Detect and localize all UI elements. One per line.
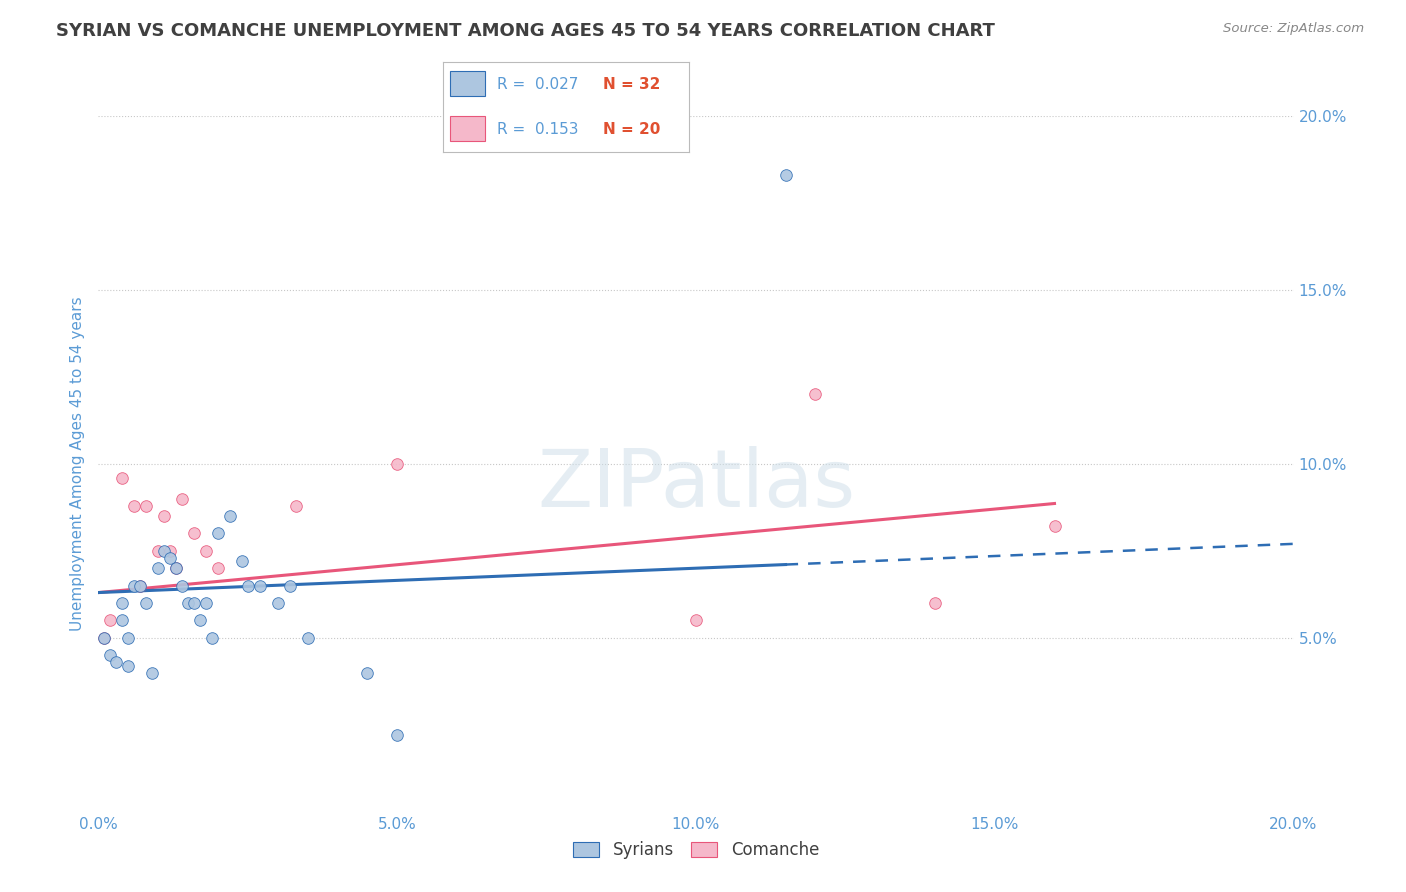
Point (100, 648, 122, 662)
Point (93, 631, 115, 645)
Point (267, 596, 290, 610)
Text: ZIPatlas: ZIPatlas (537, 446, 855, 524)
Text: SYRIAN VS COMANCHE UNEMPLOYMENT AMONG AGES 45 TO 54 YEARS CORRELATION CHART: SYRIAN VS COMANCHE UNEMPLOYMENT AMONG AG… (56, 22, 995, 40)
Point (111, 596, 134, 610)
Point (385, 457, 409, 471)
Point (153, 543, 176, 558)
Point (111, 471, 134, 485)
Point (685, 614, 707, 628)
Point (135, 499, 157, 513)
Point (177, 596, 200, 610)
Point (117, 658, 139, 673)
Point (207, 526, 229, 541)
Point (172, 491, 194, 506)
Point (201, 631, 224, 645)
Point (297, 631, 319, 645)
FancyBboxPatch shape (450, 71, 485, 96)
Text: R =  0.153: R = 0.153 (498, 122, 578, 136)
Point (183, 596, 205, 610)
Text: N = 32: N = 32 (603, 78, 661, 92)
Point (195, 596, 218, 610)
Text: N = 20: N = 20 (603, 122, 661, 136)
FancyBboxPatch shape (450, 116, 485, 141)
Point (207, 561, 229, 575)
Text: R =  0.027: R = 0.027 (498, 78, 578, 92)
Point (278, 578, 301, 592)
Point (172, 578, 194, 592)
Point (165, 561, 187, 575)
Point (124, 499, 146, 513)
Point (183, 526, 205, 541)
Point (1043, 519, 1066, 533)
Point (153, 508, 176, 523)
Point (129, 578, 152, 592)
Point (111, 614, 134, 628)
Point (219, 508, 242, 523)
Point (249, 578, 271, 592)
Point (284, 499, 307, 513)
Point (159, 550, 181, 565)
Point (117, 631, 139, 645)
Point (159, 543, 181, 558)
Point (804, 387, 827, 401)
Legend: Syrians, Comanche: Syrians, Comanche (567, 835, 825, 866)
Point (148, 543, 170, 558)
Point (135, 596, 157, 610)
Point (231, 554, 253, 568)
Point (148, 561, 170, 575)
Point (775, 168, 797, 182)
Point (165, 561, 187, 575)
Point (100, 614, 122, 628)
Point (129, 578, 152, 592)
Text: Source: ZipAtlas.com: Source: ZipAtlas.com (1223, 22, 1364, 36)
Point (385, 728, 409, 742)
Point (141, 665, 163, 680)
Point (93, 631, 115, 645)
Y-axis label: Unemployment Among Ages 45 to 54 years: Unemployment Among Ages 45 to 54 years (69, 296, 84, 632)
Point (124, 578, 146, 592)
Point (105, 655, 128, 669)
Point (236, 578, 259, 592)
Point (195, 543, 218, 558)
Point (188, 614, 211, 628)
Point (356, 665, 378, 680)
Point (924, 596, 946, 610)
